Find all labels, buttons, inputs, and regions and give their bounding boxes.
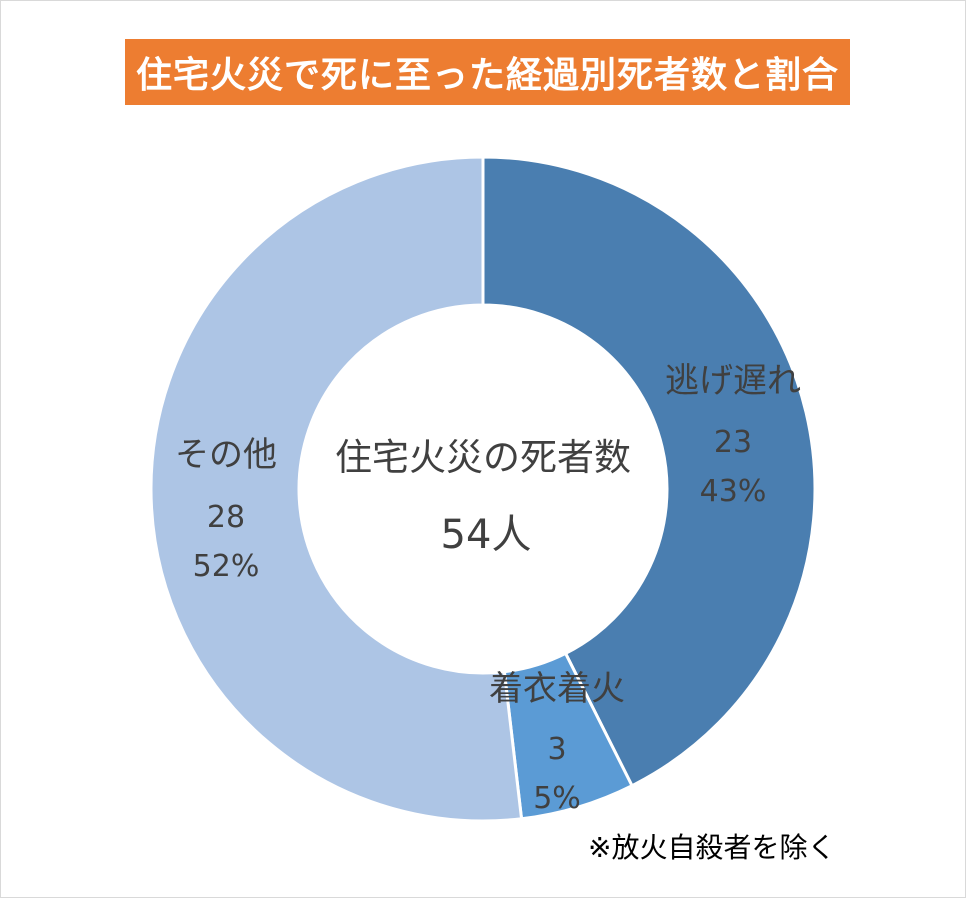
slice-label-name-2: その他 <box>175 435 277 475</box>
slice-label-percent-0: 43% <box>700 474 767 509</box>
slice-label-value-0: 23 <box>714 425 752 460</box>
chart-title: 住宅火災で死に至った経過別死者数と割合 <box>135 55 839 96</box>
slice-label-percent-2: 52% <box>193 549 260 584</box>
slice-label-name-0: 逃げ遅れ <box>665 361 801 401</box>
center-label: 住宅火災の死者数 <box>335 436 631 479</box>
slice-label-percent-1: 5% <box>533 781 581 816</box>
slice-label-value-2: 28 <box>207 500 245 535</box>
donut-slices <box>149 155 817 823</box>
slice-label-name-1: 着衣着火 <box>489 669 625 709</box>
center-value: 54人 <box>441 512 532 558</box>
footnote: ※放火自殺者を除く <box>588 831 836 864</box>
chart-title-box: 住宅火災で死に至った経過別死者数と割合 <box>125 39 850 105</box>
slice-label-value-1: 3 <box>547 732 566 767</box>
donut-slice-2 <box>149 155 524 823</box>
donut-slice-0 <box>481 155 817 788</box>
